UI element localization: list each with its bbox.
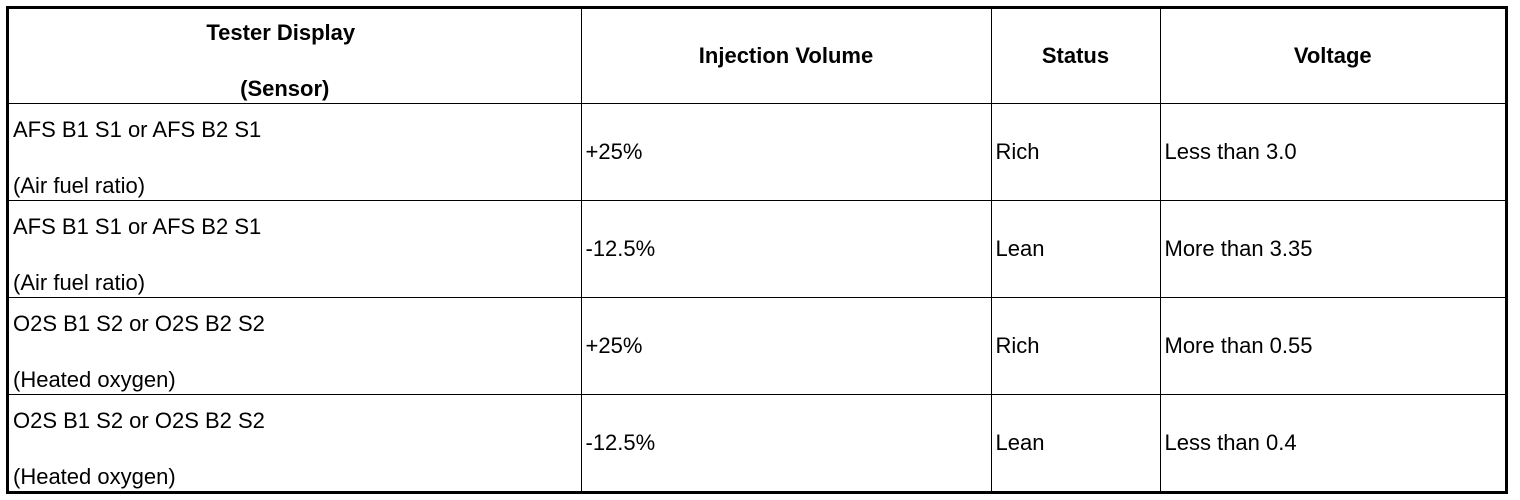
- cell-sensor: AFS B1 S1 or AFS B2 S1 (Air fuel ratio): [9, 102, 582, 201]
- header-sensor-label: (Sensor): [240, 75, 330, 101]
- cell-voltage: Less than 3.0: [1159, 102, 1505, 201]
- header-status: Status: [990, 9, 1161, 104]
- sensor-name: O2S B1 S2 or O2S B2 S2: [13, 311, 265, 336]
- cell-sensor: O2S B1 S2 or O2S B2 S2 (Heated oxygen): [9, 296, 582, 395]
- cell-injection-volume: -12.5%: [580, 393, 992, 491]
- cell-injection-volume: +25%: [580, 296, 992, 395]
- header-injection-volume: Injection Volume: [580, 9, 992, 104]
- cell-status: Lean: [990, 199, 1161, 298]
- table-row: O2S B1 S2 or O2S B2 S2 (Heated oxygen) -…: [9, 393, 1505, 491]
- injection-test-table: Tester Display (Sensor) Injection Volume…: [9, 9, 1505, 491]
- sensor-type: (Air fuel ratio): [13, 173, 146, 198]
- sensor-type: (Heated oxygen): [13, 367, 176, 392]
- header-tester-display-label: Tester Display: [206, 19, 356, 45]
- sensor-type: (Air fuel ratio): [13, 270, 146, 295]
- header-tester-display: Tester Display (Sensor): [9, 9, 582, 104]
- table-row: AFS B1 S1 or AFS B2 S1 (Air fuel ratio) …: [9, 102, 1505, 201]
- cell-voltage: Less than 0.4: [1159, 393, 1505, 491]
- sensor-name: AFS B1 S1 or AFS B2 S1: [13, 117, 262, 142]
- table-row: O2S B1 S2 or O2S B2 S2 (Heated oxygen) +…: [9, 296, 1505, 395]
- header-voltage: Voltage: [1159, 9, 1505, 104]
- cell-voltage: More than 0.55: [1159, 296, 1505, 395]
- cell-injection-volume: -12.5%: [580, 199, 992, 298]
- cell-injection-volume: +25%: [580, 102, 992, 201]
- data-table-frame: Tester Display (Sensor) Injection Volume…: [6, 6, 1508, 494]
- cell-sensor: O2S B1 S2 or O2S B2 S2 (Heated oxygen): [9, 393, 582, 491]
- cell-status: Rich: [990, 296, 1161, 395]
- cell-status: Lean: [990, 393, 1161, 491]
- sensor-name: AFS B1 S1 or AFS B2 S1: [13, 214, 262, 239]
- sensor-type: (Heated oxygen): [13, 464, 176, 490]
- cell-voltage: More than 3.35: [1159, 199, 1505, 298]
- table-header-row: Tester Display (Sensor) Injection Volume…: [9, 9, 1505, 104]
- cell-sensor: AFS B1 S1 or AFS B2 S1 (Air fuel ratio): [9, 199, 582, 298]
- sensor-name: O2S B1 S2 or O2S B2 S2: [13, 408, 265, 434]
- table-row: AFS B1 S1 or AFS B2 S1 (Air fuel ratio) …: [9, 199, 1505, 298]
- cell-status: Rich: [990, 102, 1161, 201]
